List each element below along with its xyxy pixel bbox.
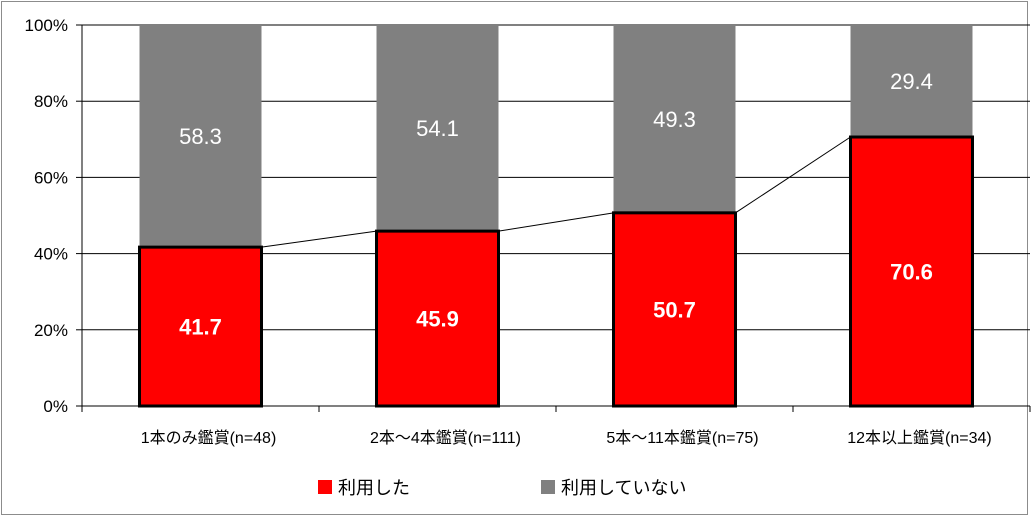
x-category-label: 5本～11本鑑賞(n=75) <box>606 429 758 447</box>
x-category-label: 1本のみ鑑賞(n=48) <box>141 429 277 447</box>
bar-not-used <box>139 25 262 248</box>
bar-not-used <box>613 25 736 213</box>
legend-label-used: 利用した <box>338 478 410 498</box>
data-label-not-used: 58.3 <box>179 124 222 149</box>
series-line <box>498 212 614 232</box>
data-label-not-used: 54.1 <box>416 116 459 141</box>
series-line <box>261 230 377 248</box>
legend-label-not-used: 利用していない <box>561 478 687 498</box>
data-label-used: 45.9 <box>416 307 459 332</box>
x-category-label: 2本～4本鑑賞(n=111) <box>370 429 521 447</box>
data-label-not-used: 29.4 <box>890 69 933 94</box>
y-tick-label: 40% <box>34 245 68 264</box>
data-label-used: 50.7 <box>653 297 696 322</box>
y-tick-label: 20% <box>34 321 68 340</box>
y-tick-label: 80% <box>34 92 68 111</box>
legend-swatch-used <box>318 480 332 494</box>
legend-item-not-used: 利用していない <box>541 474 686 500</box>
data-label-used: 41.7 <box>179 315 222 340</box>
y-tick-label: 0% <box>43 397 68 416</box>
y-tick-label: 100% <box>25 16 68 35</box>
bar-used <box>138 245 263 408</box>
legend: 利用した 利用していない <box>0 474 1031 502</box>
data-label-not-used: 49.3 <box>653 107 696 132</box>
y-tick-label: 60% <box>34 168 68 187</box>
series-line <box>735 136 851 214</box>
legend-swatch-not-used <box>541 480 555 494</box>
bar-used <box>375 229 500 408</box>
bar-used <box>849 135 974 408</box>
stacked-bar-chart: 0% 20% 40% 60% 80% 100% 41.7 58.3 1本のみ鑑賞(n=48) 45… <box>25 16 1031 447</box>
bar-used <box>612 211 737 408</box>
bar-not-used <box>850 25 973 138</box>
bar-not-used <box>376 25 499 232</box>
x-category-label: 12本以上鑑賞(n=34) <box>847 429 992 447</box>
legend-item-used: 利用した <box>318 474 410 500</box>
data-label-used: 70.6 <box>890 260 933 285</box>
